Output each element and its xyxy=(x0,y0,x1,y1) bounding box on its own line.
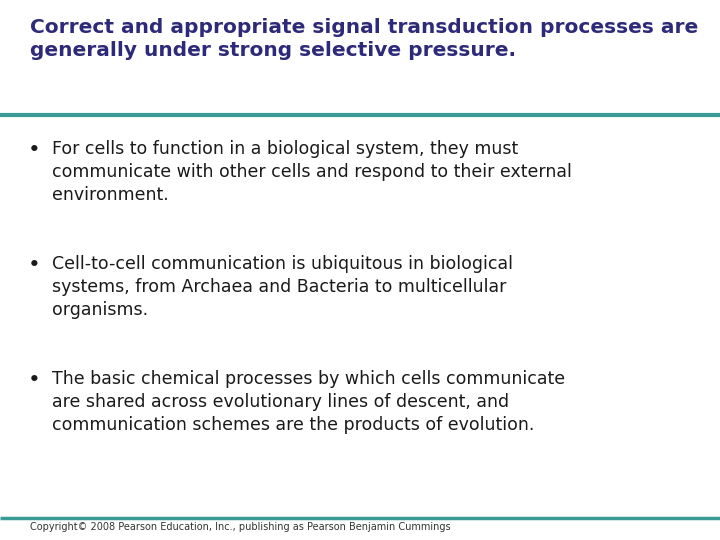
Text: For cells to function in a biological system, they must
communicate with other c: For cells to function in a biological sy… xyxy=(52,140,572,204)
Text: •: • xyxy=(28,140,41,160)
Text: Correct and appropriate signal transduction processes are
generally under strong: Correct and appropriate signal transduct… xyxy=(30,18,698,60)
Text: •: • xyxy=(28,370,41,390)
Text: Copyright© 2008 Pearson Education, Inc., publishing as Pearson Benjamin Cummings: Copyright© 2008 Pearson Education, Inc.,… xyxy=(30,522,451,532)
Text: Cell-to-cell communication is ubiquitous in biological
systems, from Archaea and: Cell-to-cell communication is ubiquitous… xyxy=(52,255,513,319)
Text: •: • xyxy=(28,255,41,275)
Text: The basic chemical processes by which cells communicate
are shared across evolut: The basic chemical processes by which ce… xyxy=(52,370,565,434)
